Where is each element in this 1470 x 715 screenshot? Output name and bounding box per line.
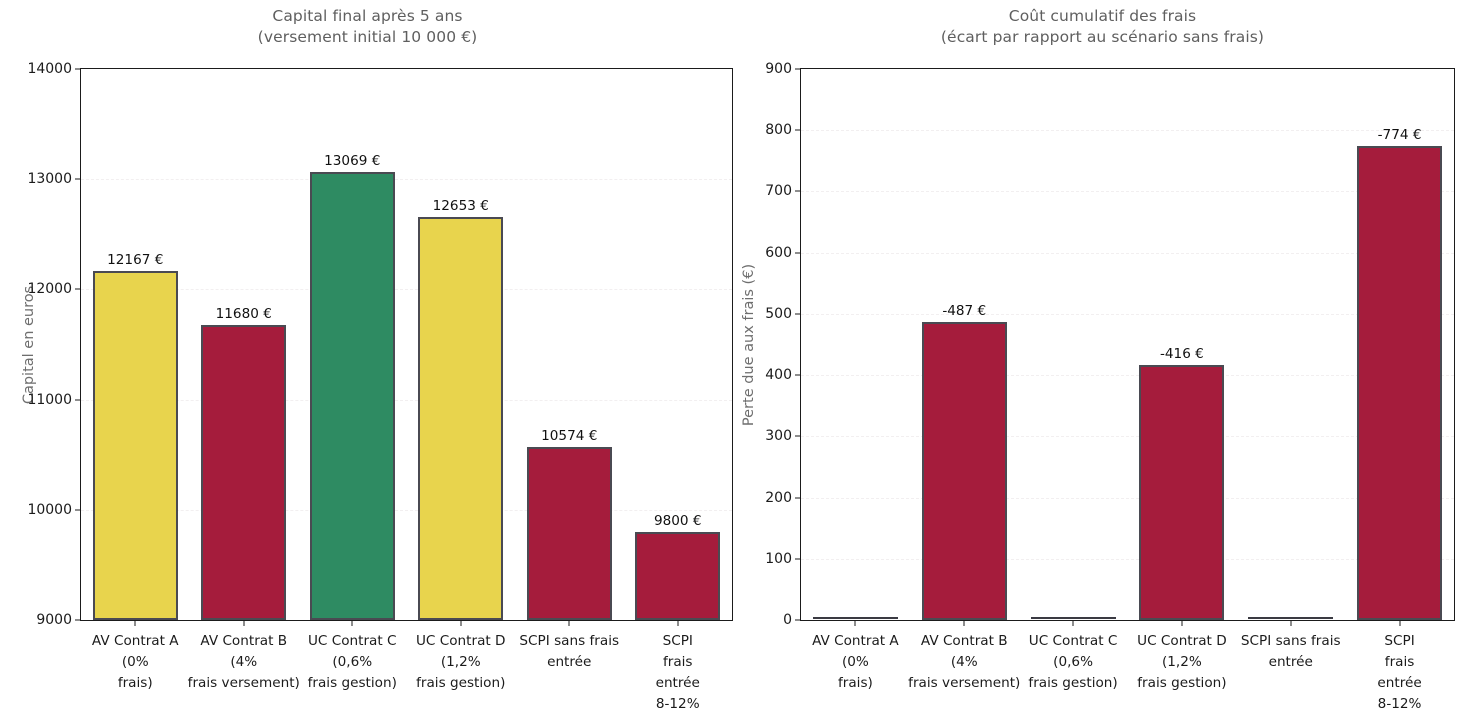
gridline: [81, 289, 732, 291]
y-axis-tick-mark: [795, 497, 801, 499]
bar-frais-2[interactable]: -487 €: [921, 303, 1007, 620]
y-axis-tick-mark: [795, 558, 801, 560]
gridline: [801, 436, 1454, 438]
x-axis-tick-mark: [568, 620, 570, 626]
y-axis-tick-mark: [795, 435, 801, 437]
bar-capital-6[interactable]: 9800 €: [635, 513, 721, 620]
y-axis-tick-mark: [795, 129, 801, 131]
gridline: [801, 252, 1454, 254]
x-axis-category-label-5: SCPI sans frais entrée: [519, 633, 620, 670]
bar-capital-3[interactable]: 13069 €: [309, 153, 395, 620]
bar-value-label: 13069 €: [324, 152, 381, 169]
gridline: [81, 509, 732, 511]
y-axis-label-capital: Capital en euros: [21, 285, 37, 404]
x-axis-category-label-3: UC Contrat C (0,6% frais gestion): [1028, 633, 1118, 691]
bar-value-label: 12653 €: [432, 198, 489, 215]
bar-value-label: 12167 €: [107, 252, 164, 268]
x-axis-tick-mark: [1072, 620, 1074, 626]
y-axis-tick-mark: [795, 374, 801, 376]
x-axis-category-label-1: AV Contrat A (0% frais): [812, 633, 899, 691]
x-axis-category-label-6: SCPI frais entrée 8-12%: [1377, 633, 1422, 712]
gridline: [801, 375, 1454, 377]
x-axis-tick-mark: [854, 620, 856, 626]
y-axis-tick-label-capital: 9000: [36, 612, 72, 628]
chart-title-capital: Capital final après 5 ans (versement ini…: [257, 7, 478, 46]
chart-panel-frais: Coût cumulatif des frais (écart par rapp…: [735, 0, 1470, 712]
plot-area-frais: Perte due aux frais (€) 0 100 200 300 400 500…: [741, 61, 1455, 712]
bar-capital-4[interactable]: 12653 €: [418, 198, 504, 620]
y-axis-tick-mark: [795, 190, 801, 192]
y-axis-tick-label-frais: 200: [765, 489, 792, 506]
gridline: [81, 399, 732, 401]
x-axis-tick-mark: [134, 620, 136, 626]
x-axis-category-label-5: SCPI sans frais entrée: [1240, 633, 1341, 670]
y-axis-tick-label-frais: 700: [765, 183, 792, 200]
y-axis-tick-mark: [795, 313, 801, 315]
x-axis-category-label-3: UC Contrat C (0,6% frais gestion): [307, 633, 397, 691]
y-axis-label-frais: Perte due aux frais (€): [741, 263, 757, 426]
bar-value-label: -416 €: [1159, 346, 1204, 363]
y-axis-tick-label-frais: 900: [765, 61, 792, 77]
bar-value-label: 10574 €: [541, 427, 598, 444]
y-axis-tick-label-capital: 14000: [27, 61, 72, 77]
bar-frais-1[interactable]: [812, 617, 898, 620]
gridline: [801, 130, 1454, 132]
gridline: [801, 191, 1454, 193]
bar-frais-3[interactable]: [1030, 617, 1116, 620]
y-axis-tick-mark: [795, 68, 801, 70]
x-axis-tick-mark: [963, 620, 965, 626]
bar-value-label: -774 €: [1377, 127, 1422, 144]
y-axis-tick-label-frais: 100: [765, 550, 792, 567]
y-axis-tick-label-frais: 400: [765, 367, 792, 384]
bar-frais-6[interactable]: -774 €: [1357, 127, 1442, 620]
bar-frais-5[interactable]: [1248, 617, 1334, 620]
bar-frais-4[interactable]: -416 €: [1139, 346, 1225, 620]
chart-panel-capital: Capital final après 5 ans (versement ini…: [0, 0, 735, 712]
x-axis-category-label-6: SCPI frais entrée 8-12%: [655, 633, 700, 712]
gridline: [801, 313, 1454, 315]
gridline: [801, 497, 1454, 499]
y-axis-tick-label-frais: 800: [765, 122, 792, 139]
y-axis-tick-label-capital: 12000: [27, 281, 72, 298]
y-axis-tick-mark: [75, 509, 81, 511]
bar-value-label: -487 €: [942, 302, 987, 319]
y-axis-tick-mark: [75, 68, 81, 70]
y-axis-tick-label-frais: 300: [765, 428, 792, 445]
gridline: [801, 558, 1454, 560]
y-axis-tick-mark: [75, 178, 81, 180]
x-axis-category-label-4: UC Contrat D (1,2% frais gestion): [415, 633, 506, 691]
x-axis-tick-mark: [243, 620, 245, 626]
bar-value-label: 9800 €: [653, 512, 702, 529]
x-axis-category-label-1: AV Contrat A (0% frais): [91, 633, 179, 691]
x-axis-tick-mark: [1290, 620, 1292, 626]
y-axis-tick-label-frais: 500: [765, 305, 792, 322]
x-axis-tick-mark: [460, 620, 462, 626]
x-axis-category-label-4: UC Contrat D (1,2% frais gestion): [1137, 633, 1227, 691]
bar-capital-5[interactable]: 10574 €: [526, 428, 612, 620]
y-axis-tick-label-capital: 10000: [27, 501, 72, 518]
x-axis-category-label-2: AV Contrat B (4% frais versement): [187, 633, 300, 691]
y-axis-tick-mark: [75, 399, 81, 401]
bar-capital-1[interactable]: 12167 €: [92, 252, 178, 620]
y-axis-tick-label-capital: 11000: [27, 391, 72, 408]
bar-value-label: 11680 €: [215, 305, 272, 322]
y-axis-tick-label-capital: 13000: [27, 171, 72, 188]
y-axis-tick-mark: [795, 252, 801, 254]
y-axis-tick-label-frais: 600: [765, 244, 792, 261]
bar-capital-2[interactable]: 11680 €: [201, 306, 287, 620]
y-axis-tick-mark: [795, 619, 801, 621]
x-axis-tick-mark: [1181, 620, 1183, 626]
plot-area-capital: Capital en euros 9000 10000 11000 12000 1300…: [21, 61, 733, 712]
x-axis-category-label-2: AV Contrat B (4% frais versement): [908, 633, 1021, 691]
x-axis-tick-mark: [351, 620, 353, 626]
y-axis-tick-label-frais: 0: [783, 612, 792, 628]
gridline: [81, 179, 732, 181]
x-axis-tick-mark: [1399, 620, 1401, 626]
x-axis-tick-mark: [677, 620, 679, 626]
y-axis-tick-mark: [75, 619, 81, 621]
chart-title-frais: Coût cumulatif des frais (écart par rapp…: [940, 7, 1265, 46]
y-axis-tick-mark: [75, 288, 81, 290]
